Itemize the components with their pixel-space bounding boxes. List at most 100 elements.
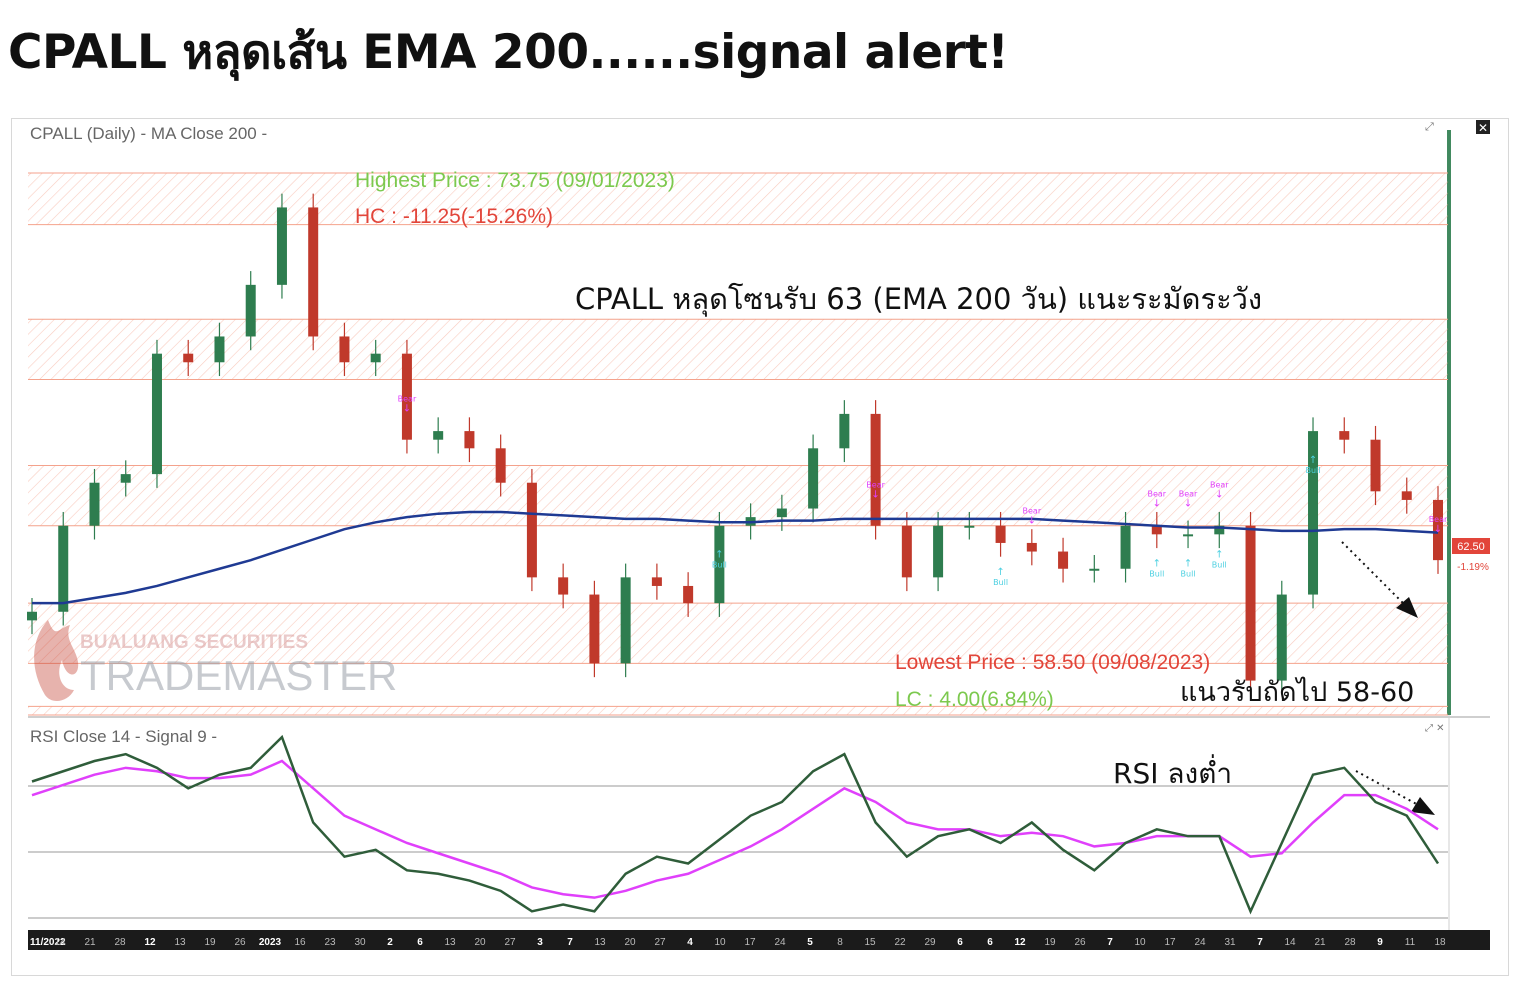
x-tick-label: 31 (1224, 937, 1236, 948)
zone-4 (28, 706, 1448, 715)
rsi-expand-icon[interactable]: ⤢ ✕ (1425, 723, 1445, 734)
x-tick-label: 21 (84, 937, 96, 948)
x-tick-label: 17 (744, 937, 756, 948)
x-tick-label: 17 (1164, 937, 1176, 948)
x-tick-label: 10 (714, 937, 726, 948)
next-support-annotation: แนวรับถัดไป 58-60 (1180, 677, 1414, 708)
bear-arrow-icon: ↓ (1215, 490, 1223, 501)
bear-arrow-icon: ↓ (1028, 516, 1036, 527)
x-tick-label: 5 (807, 937, 813, 948)
support-break-annotation: CPALL หลุดโซนรับ 63 (EMA 200 วัน) แนะระม… (575, 282, 1262, 317)
candle-body (1058, 551, 1069, 569)
candle-body (214, 336, 225, 363)
candle-body (120, 474, 131, 483)
x-tick-label: 7 (567, 937, 573, 948)
candle-body (1120, 525, 1131, 569)
candle-body (58, 525, 69, 612)
candle-body (1339, 431, 1350, 440)
candle-body (1214, 525, 1225, 535)
x-tick-label: 13 (174, 937, 186, 948)
x-tick-label: 2023 (259, 937, 282, 948)
x-tick-label: 24 (774, 937, 786, 948)
x-tick-label: 11 (1405, 937, 1416, 948)
candle-body (495, 448, 506, 483)
x-tick-label: 26 (1074, 937, 1086, 948)
bear-signal-label: Bear (866, 481, 885, 490)
bull-arrow-icon: ↑ (1153, 558, 1161, 569)
x-tick-label: 20 (474, 937, 486, 948)
highest-price-label: Highest Price : 73.75 (09/01/2023) (355, 169, 675, 192)
bull-signal-label: Bull (1181, 569, 1196, 578)
watermark-line2: TRADEMASTER (80, 652, 397, 699)
bear-arrow-icon: ↓ (403, 404, 411, 415)
volume-strip (1447, 130, 1451, 715)
bull-signal-label: Bull (1212, 561, 1227, 570)
close-icon[interactable] (1476, 120, 1490, 134)
ma-200-line (32, 510, 1439, 605)
x-tick-label: 26 (234, 937, 246, 948)
zone-1 (28, 319, 1448, 380)
x-tick-label: 15 (864, 937, 876, 948)
bull-arrow-icon: ↑ (1215, 550, 1223, 561)
candle-body (1308, 431, 1319, 595)
watermark: BUALUANG SECURITIES TRADEMASTER (34, 620, 397, 702)
bull-bear-signals: Bear↓Bear↓Bear↓Bear↓Bear↓Bear↓Bear↓↑Bull… (398, 395, 1448, 587)
hc-label: HC : -11.25(-15.26%) (355, 205, 553, 228)
x-tick-label: 2 (387, 937, 393, 948)
bull-signal-label: Bull (993, 578, 1008, 587)
candle-body (1433, 499, 1443, 561)
price-arrow-head-icon (1396, 597, 1418, 618)
flame-logo-icon (34, 620, 79, 702)
rsi-arrow-head-icon (1411, 797, 1435, 815)
resistance-support-zones (28, 172, 1448, 716)
candle-body (464, 431, 475, 449)
bear-signal-label: Bear (1210, 481, 1229, 490)
candle-body (776, 508, 787, 518)
bull-arrow-icon: ↑ (715, 550, 723, 561)
bear-arrow-icon: ↓ (1184, 498, 1192, 509)
x-tick-label: 27 (504, 937, 516, 948)
x-tick-label: 12 (1014, 937, 1026, 948)
x-tick-label: 4 (687, 937, 693, 948)
candle-body (27, 611, 37, 621)
candle-body (714, 525, 725, 604)
bear-signal-label: Bear (1023, 507, 1042, 516)
expand-icon[interactable]: ⤢ (1425, 120, 1434, 133)
last-price-value: 62.50 (1457, 541, 1485, 553)
candle-body (870, 413, 881, 526)
zone-2 (28, 465, 1448, 526)
candle-body (995, 525, 1006, 543)
candle-body (276, 207, 287, 285)
zone-0 (28, 173, 1448, 225)
candle-body (1370, 439, 1381, 492)
candle-body (651, 577, 662, 586)
candle-body (183, 353, 194, 363)
bear-signal-label: Bear (1179, 489, 1198, 498)
rsi-annotation: RSI ลงต่ำ (1113, 754, 1232, 790)
x-tick-label: 11/2022 (30, 937, 66, 948)
watermark-line1: BUALUANG SECURITIES (80, 632, 308, 653)
candle-body (558, 577, 569, 595)
close-icon-glyph: ✕ (1478, 121, 1488, 135)
x-tick-label: 16 (294, 937, 306, 948)
bull-signal-label: Bull (712, 561, 727, 570)
candle-body (151, 353, 162, 475)
candle-body (1089, 568, 1100, 571)
candle-body (964, 525, 975, 528)
x-tick-label: 13 (444, 937, 456, 948)
candle-body (339, 336, 350, 363)
x-tick-label: 20 (624, 937, 636, 948)
x-tick-label: 6 (957, 937, 963, 948)
x-tick-label: 18 (1434, 937, 1446, 948)
candle-body (401, 353, 412, 440)
x-tick-label: 7 (1107, 937, 1113, 948)
candle-body (589, 594, 600, 664)
x-tick-label: 8 (837, 937, 843, 948)
x-tick-label: 28 (114, 937, 126, 948)
bear-arrow-icon: ↓ (1434, 524, 1442, 535)
candle-body (808, 448, 819, 509)
bear-signal-label: Bear (1147, 489, 1166, 498)
x-tick-label: 9 (1377, 937, 1383, 948)
bear-arrow-icon: ↓ (1153, 498, 1161, 509)
